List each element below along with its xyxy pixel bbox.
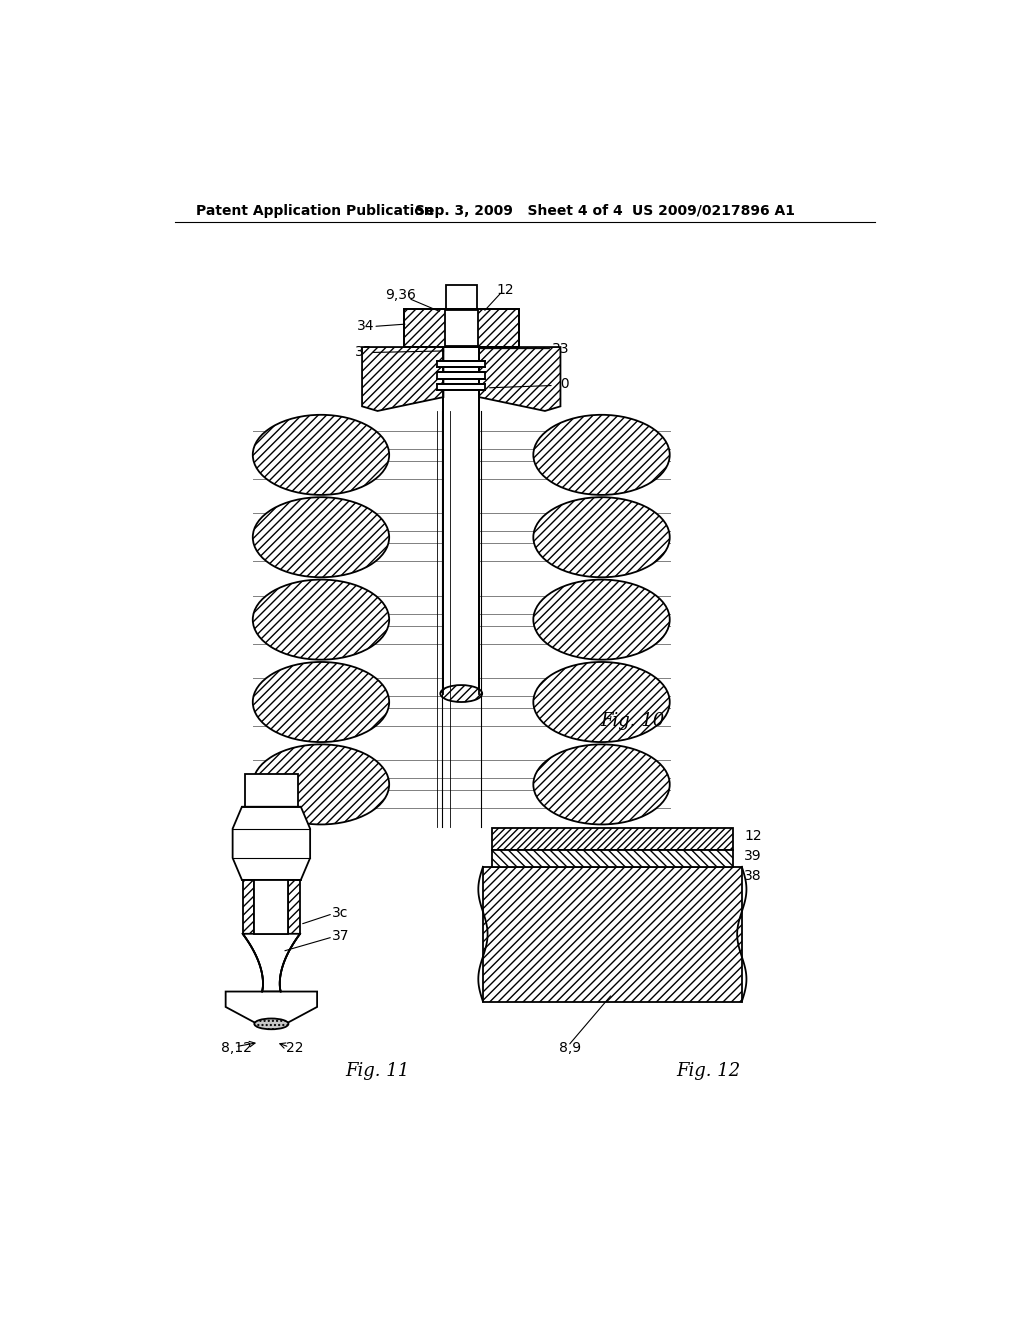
Text: US 2009/0217896 A1: US 2009/0217896 A1	[632, 203, 795, 218]
Polygon shape	[243, 933, 300, 991]
Bar	[437, 360, 485, 367]
Ellipse shape	[253, 744, 389, 825]
Bar	[445, 285, 477, 309]
Bar	[445, 310, 477, 346]
Polygon shape	[493, 829, 732, 850]
Text: 34: 34	[357, 319, 375, 333]
Bar	[437, 384, 485, 391]
Text: Fig. 12: Fig. 12	[677, 1061, 741, 1080]
Text: 12: 12	[497, 282, 514, 297]
Ellipse shape	[534, 663, 670, 742]
Bar	[254, 880, 289, 933]
Text: 38: 38	[744, 869, 762, 883]
Bar	[437, 372, 485, 379]
Ellipse shape	[534, 744, 670, 825]
Text: Sep. 3, 2009   Sheet 4 of 4: Sep. 3, 2009 Sheet 4 of 4	[415, 203, 623, 218]
Bar	[443, 347, 479, 693]
Text: 33: 33	[552, 342, 569, 355]
Polygon shape	[483, 867, 741, 1002]
Text: 12: 12	[744, 829, 762, 843]
Text: Fig. 10: Fig. 10	[601, 711, 665, 730]
Text: 9,36: 9,36	[385, 289, 416, 302]
Ellipse shape	[254, 1019, 289, 1030]
Ellipse shape	[253, 498, 389, 577]
Polygon shape	[362, 347, 443, 411]
Ellipse shape	[253, 414, 389, 495]
Polygon shape	[243, 880, 254, 933]
Ellipse shape	[253, 663, 389, 742]
Polygon shape	[493, 850, 732, 867]
Polygon shape	[289, 880, 300, 933]
Bar	[245, 775, 298, 807]
Text: 8,9: 8,9	[559, 1040, 581, 1055]
Text: 3c: 3c	[332, 906, 348, 920]
Text: 37: 37	[332, 929, 349, 942]
Bar	[403, 309, 518, 347]
Ellipse shape	[534, 579, 670, 660]
Text: Patent Application Publication: Patent Application Publication	[197, 203, 434, 218]
Ellipse shape	[534, 498, 670, 577]
Text: 8,12: 8,12	[221, 1040, 252, 1055]
Text: 35: 35	[354, 346, 372, 359]
Ellipse shape	[534, 414, 670, 495]
Text: 39: 39	[744, 849, 762, 863]
Polygon shape	[479, 347, 560, 411]
Polygon shape	[232, 807, 310, 880]
Text: 10: 10	[553, 378, 570, 391]
Ellipse shape	[253, 579, 389, 660]
Polygon shape	[225, 991, 317, 1022]
Ellipse shape	[440, 685, 482, 702]
Text: Fig. 11: Fig. 11	[345, 1061, 410, 1080]
Bar	[403, 309, 518, 347]
Bar	[445, 310, 477, 346]
Text: 22: 22	[286, 1040, 303, 1055]
